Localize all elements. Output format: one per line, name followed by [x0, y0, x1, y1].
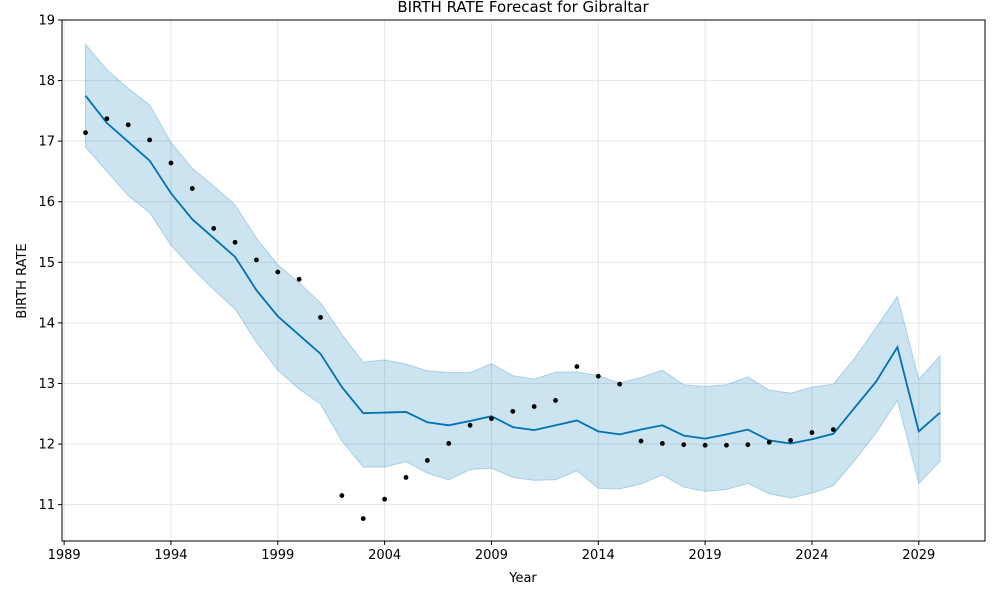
- observed-point: [659, 441, 665, 446]
- observed-point: [510, 408, 516, 414]
- y-tick-label: 18: [38, 74, 55, 89]
- observed-point: [211, 226, 217, 231]
- observed-point: [766, 439, 772, 445]
- y-axis-label: BIRTH RATE: [15, 243, 30, 318]
- plot-area-frame: [61, 19, 986, 542]
- confidence-interval-area: [85, 42, 941, 499]
- observed-point: [638, 438, 644, 444]
- y-tick-label: 17: [38, 135, 55, 150]
- observed-points: [83, 116, 836, 521]
- observed-point: [83, 130, 88, 136]
- x-axis-ticks: 1989 1994 1999 2004 2009 2014 2019 2024 2029: [48, 541, 935, 563]
- observed-point: [724, 442, 729, 448]
- observed-point: [574, 364, 580, 369]
- observed-point: [125, 122, 131, 128]
- x-tick-label: 1989: [48, 548, 81, 563]
- observed-point: [318, 315, 323, 320]
- observed-point: [467, 422, 473, 428]
- observed-point: [403, 474, 409, 480]
- x-tick-label: 2024: [795, 548, 828, 563]
- y-axis-ticks: 11 12 13 14 15 16 17 18 19: [38, 14, 62, 513]
- chart-title: BIRTH RATE Forecast for Gibraltar: [397, 0, 649, 16]
- confidence-interval-band: [85, 42, 941, 499]
- x-tick-label: 2009: [475, 548, 508, 563]
- observed-point: [424, 458, 430, 463]
- observed-point: [595, 373, 601, 379]
- forecast-line-group: [84, 95, 941, 445]
- observed-point: [681, 442, 687, 448]
- observed-point: [360, 516, 366, 521]
- y-tick-label: 19: [38, 14, 55, 29]
- observed-point: [489, 416, 494, 422]
- observed-point: [830, 427, 836, 432]
- observed-point: [745, 442, 751, 448]
- x-tick-label: 2029: [902, 548, 935, 563]
- y-tick-label: 14: [38, 316, 55, 331]
- observed-point: [254, 257, 259, 263]
- observed-point: [788, 438, 793, 443]
- observed-point: [296, 276, 302, 282]
- observed-point: [189, 186, 195, 191]
- observed-point: [232, 239, 238, 245]
- y-tick-label: 16: [38, 195, 55, 210]
- y-tick-label: 13: [38, 377, 55, 392]
- observed-point: [275, 269, 281, 275]
- observed-point: [382, 496, 388, 502]
- x-tick-label: 2014: [582, 548, 615, 563]
- observed-point: [104, 116, 110, 122]
- observed-point: [531, 404, 537, 409]
- observed-point: [339, 493, 345, 498]
- x-tick-label: 1994: [154, 548, 187, 563]
- x-axis-label: Year: [508, 571, 537, 586]
- observed-point: [446, 441, 452, 446]
- y-tick-label: 12: [38, 438, 55, 453]
- observed-point: [168, 160, 174, 166]
- observed-point: [809, 430, 815, 435]
- x-tick-label: 1999: [261, 548, 294, 563]
- y-tick-label: 15: [38, 256, 55, 271]
- x-tick-label: 2019: [689, 548, 722, 563]
- y-tick-label: 11: [38, 498, 55, 513]
- observed-point: [553, 398, 558, 403]
- observed-point: [617, 381, 623, 387]
- observed-point: [702, 442, 708, 448]
- observed-point: [147, 137, 153, 143]
- x-tick-label: 2004: [368, 548, 401, 563]
- forecast-line: [84, 95, 941, 445]
